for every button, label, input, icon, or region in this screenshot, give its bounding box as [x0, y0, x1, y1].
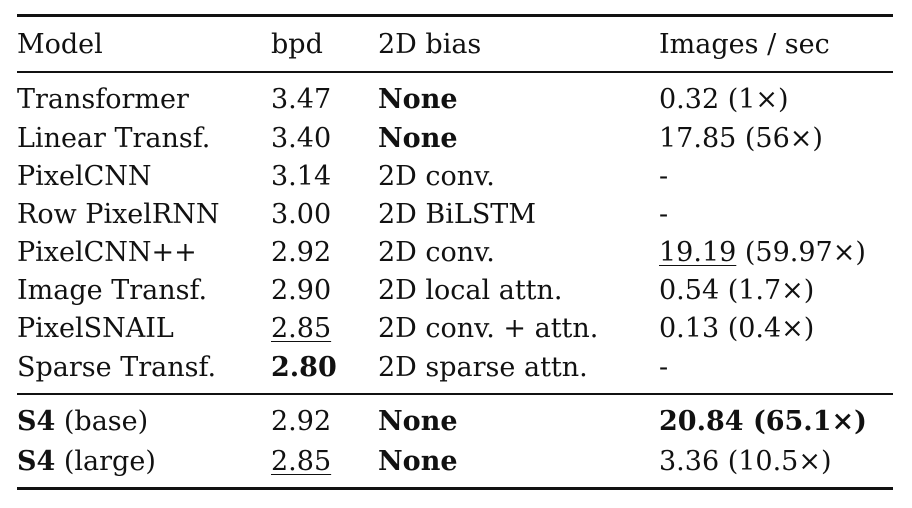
table-row: Sparse Transf. 2.80 2D sparse attn. -	[17, 347, 893, 394]
bpd-underlined: 2.85	[271, 312, 332, 344]
cell-bpd: 2.92	[271, 236, 332, 268]
speed-ratio: (59.97×)	[736, 236, 866, 268]
cell-bpd: 3.00	[271, 198, 332, 230]
cell-bias: None	[378, 122, 458, 154]
model-variant: (base)	[55, 405, 149, 437]
cell-speed: -	[659, 160, 669, 192]
cell-bpd: 2.85	[271, 309, 378, 347]
cell-model: PixelSNAIL	[17, 312, 174, 344]
cell-model: PixelCNN++	[17, 236, 197, 268]
table-row: S4 (base) 2.92 None 20.84 (65.1×)	[17, 393, 893, 441]
header-images-per-sec: Images / sec	[659, 28, 830, 60]
cell-speed: 20.84 (65.1×)	[659, 393, 893, 441]
cell-model: S4 (large)	[17, 441, 271, 489]
cell-speed: -	[659, 351, 669, 383]
cell-model: PixelCNN	[17, 160, 152, 192]
cell-model: Row PixelRNN	[17, 198, 220, 230]
cell-bias: None	[378, 445, 458, 477]
cell-bpd: 2.80	[271, 351, 337, 383]
model-variant: (large)	[55, 445, 156, 477]
table-row: Linear Transf. 3.40 None 17.85 (56×)	[17, 119, 893, 157]
results-table: Model bpd 2D bias Images / sec Transform…	[17, 14, 893, 490]
speed-value-underlined: 19.19	[659, 236, 737, 268]
cell-speed: 3.36 (10.5×)	[659, 445, 832, 477]
header-bpd: bpd	[271, 28, 323, 60]
table-row: Row PixelRNN 3.00 2D BiLSTM -	[17, 195, 893, 233]
cell-model: Transformer	[17, 83, 189, 115]
s4-models: S4 (base) 2.92 None 20.84 (65.1×) S4 (la…	[17, 393, 893, 489]
table-row: PixelCNN 3.14 2D conv. -	[17, 157, 893, 195]
model-name-bold: S4	[17, 405, 56, 437]
baseline-models: Transformer 3.47 None 0.32 (1×) Linear T…	[17, 72, 893, 394]
cell-bpd: 2.92	[271, 393, 378, 441]
table-row: S4 (large) 2.85 None 3.36 (10.5×)	[17, 441, 893, 489]
cell-model: S4 (base)	[17, 393, 271, 441]
table-row: PixelSNAIL 2.85 2D conv. + attn. 0.13 (0…	[17, 309, 893, 347]
cell-speed: 0.32 (1×)	[659, 83, 789, 115]
cell-speed: -	[659, 198, 669, 230]
header-2d-bias: 2D bias	[378, 28, 482, 60]
cell-bpd: 2.85	[271, 441, 378, 489]
cell-bpd: 2.90	[271, 274, 332, 306]
cell-bias: None	[378, 83, 458, 115]
cell-speed: 0.13 (0.4×)	[659, 312, 815, 344]
cell-bias: 2D local attn.	[378, 274, 563, 306]
cell-speed: 19.19 (59.97×)	[659, 233, 893, 271]
table-row: Transformer 3.47 None 0.32 (1×)	[17, 72, 893, 119]
cell-model: Sparse Transf.	[17, 351, 217, 383]
cell-model: Image Transf.	[17, 274, 208, 306]
header-row: Model bpd 2D bias Images / sec	[17, 15, 893, 72]
cell-bias: None	[378, 393, 659, 441]
cell-bpd: 3.40	[271, 122, 332, 154]
cell-bias: 2D conv.	[378, 236, 495, 268]
cell-speed: 0.54 (1.7×)	[659, 274, 815, 306]
cell-bias: 2D conv.	[378, 160, 495, 192]
model-name-bold: S4	[17, 445, 56, 477]
cell-model: Linear Transf.	[17, 122, 211, 154]
cell-bpd: 3.14	[271, 160, 332, 192]
cell-bpd: 3.47	[271, 83, 332, 115]
bpd-underlined: 2.85	[271, 445, 332, 477]
table-row: Image Transf. 2.90 2D local attn. 0.54 (…	[17, 271, 893, 309]
table-row: PixelCNN++ 2.92 2D conv. 19.19 (59.97×)	[17, 233, 893, 271]
table-header: Model bpd 2D bias Images / sec	[17, 15, 893, 72]
cell-bias: 2D conv. + attn.	[378, 312, 599, 344]
header-model: Model	[17, 28, 103, 60]
cell-speed: 17.85 (56×)	[659, 122, 823, 154]
cell-bias: 2D BiLSTM	[378, 198, 536, 230]
cell-bias: 2D sparse attn.	[378, 351, 588, 383]
